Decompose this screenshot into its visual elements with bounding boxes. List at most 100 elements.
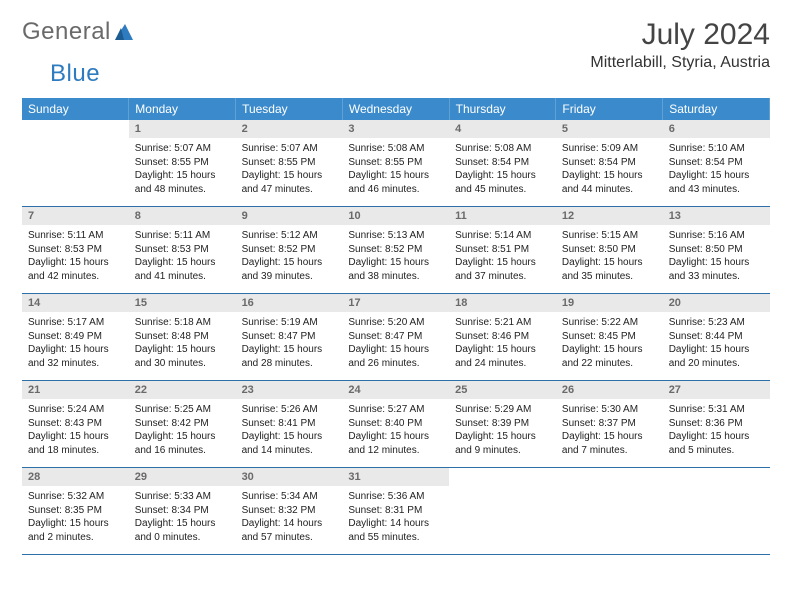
sunrise-text: Sunrise: 5:12 AM	[242, 229, 337, 243]
daylight-text: Daylight: 15 hours and 38 minutes.	[348, 256, 443, 283]
sunset-text: Sunset: 8:41 PM	[242, 417, 337, 431]
day-body: Sunrise: 5:27 AMSunset: 8:40 PMDaylight:…	[342, 399, 449, 467]
sunset-text: Sunset: 8:34 PM	[135, 504, 230, 518]
day-body: Sunrise: 5:32 AMSunset: 8:35 PMDaylight:…	[22, 486, 129, 554]
weekday-header: Friday	[556, 98, 663, 120]
day-number: 3	[342, 120, 449, 138]
day-body: Sunrise: 5:22 AMSunset: 8:45 PMDaylight:…	[556, 312, 663, 380]
sunrise-text: Sunrise: 5:07 AM	[135, 142, 230, 156]
day-cell: 2Sunrise: 5:07 AMSunset: 8:55 PMDaylight…	[236, 120, 343, 207]
day-body: Sunrise: 5:07 AMSunset: 8:55 PMDaylight:…	[129, 138, 236, 206]
daylight-text: Daylight: 15 hours and 9 minutes.	[455, 430, 550, 457]
day-number: 12	[556, 207, 663, 225]
day-cell: 15Sunrise: 5:18 AMSunset: 8:48 PMDayligh…	[129, 294, 236, 381]
daylight-text: Daylight: 15 hours and 26 minutes.	[348, 343, 443, 370]
sunrise-text: Sunrise: 5:09 AM	[562, 142, 657, 156]
sunset-text: Sunset: 8:36 PM	[669, 417, 764, 431]
day-number: 28	[22, 468, 129, 486]
sunrise-text: Sunrise: 5:22 AM	[562, 316, 657, 330]
daylight-text: Daylight: 15 hours and 41 minutes.	[135, 256, 230, 283]
day-cell: 26Sunrise: 5:30 AMSunset: 8:37 PMDayligh…	[556, 381, 663, 468]
day-number: 1	[129, 120, 236, 138]
day-cell: 25Sunrise: 5:29 AMSunset: 8:39 PMDayligh…	[449, 381, 556, 468]
sunset-text: Sunset: 8:54 PM	[562, 156, 657, 170]
daylight-text: Daylight: 15 hours and 44 minutes.	[562, 169, 657, 196]
day-body: Sunrise: 5:10 AMSunset: 8:54 PMDaylight:…	[663, 138, 770, 206]
sunrise-text: Sunrise: 5:13 AM	[348, 229, 443, 243]
weekday-header: Sunday	[22, 98, 129, 120]
day-body: Sunrise: 5:29 AMSunset: 8:39 PMDaylight:…	[449, 399, 556, 467]
daylight-text: Daylight: 15 hours and 47 minutes.	[242, 169, 337, 196]
day-body: Sunrise: 5:16 AMSunset: 8:50 PMDaylight:…	[663, 225, 770, 293]
sunrise-text: Sunrise: 5:32 AM	[28, 490, 123, 504]
sunrise-text: Sunrise: 5:26 AM	[242, 403, 337, 417]
sunrise-text: Sunrise: 5:19 AM	[242, 316, 337, 330]
location-label: Mitterlabill, Styria, Austria	[590, 54, 770, 72]
sunset-text: Sunset: 8:32 PM	[242, 504, 337, 518]
daylight-text: Daylight: 15 hours and 7 minutes.	[562, 430, 657, 457]
day-body: Sunrise: 5:12 AMSunset: 8:52 PMDaylight:…	[236, 225, 343, 293]
day-cell: 20Sunrise: 5:23 AMSunset: 8:44 PMDayligh…	[663, 294, 770, 381]
day-number: 20	[663, 294, 770, 312]
sunset-text: Sunset: 8:54 PM	[455, 156, 550, 170]
daylight-text: Daylight: 15 hours and 16 minutes.	[135, 430, 230, 457]
day-number: 13	[663, 207, 770, 225]
sunset-text: Sunset: 8:52 PM	[242, 243, 337, 257]
weekday-header-row: SundayMondayTuesdayWednesdayThursdayFrid…	[22, 98, 770, 120]
sunset-text: Sunset: 8:46 PM	[455, 330, 550, 344]
sunrise-text: Sunrise: 5:11 AM	[135, 229, 230, 243]
sunset-text: Sunset: 8:37 PM	[562, 417, 657, 431]
sunset-text: Sunset: 8:49 PM	[28, 330, 123, 344]
day-cell: 4Sunrise: 5:08 AMSunset: 8:54 PMDaylight…	[449, 120, 556, 207]
day-body: Sunrise: 5:17 AMSunset: 8:49 PMDaylight:…	[22, 312, 129, 380]
day-cell: 6Sunrise: 5:10 AMSunset: 8:54 PMDaylight…	[663, 120, 770, 207]
day-number: 15	[129, 294, 236, 312]
day-body: Sunrise: 5:34 AMSunset: 8:32 PMDaylight:…	[236, 486, 343, 554]
week-row: .1Sunrise: 5:07 AMSunset: 8:55 PMDayligh…	[22, 120, 770, 207]
daylight-text: Daylight: 15 hours and 14 minutes.	[242, 430, 337, 457]
sunset-text: Sunset: 8:40 PM	[348, 417, 443, 431]
day-number: 23	[236, 381, 343, 399]
week-row: 21Sunrise: 5:24 AMSunset: 8:43 PMDayligh…	[22, 381, 770, 468]
day-number: 17	[342, 294, 449, 312]
sunset-text: Sunset: 8:53 PM	[28, 243, 123, 257]
sunrise-text: Sunrise: 5:21 AM	[455, 316, 550, 330]
sunset-text: Sunset: 8:55 PM	[348, 156, 443, 170]
sunset-text: Sunset: 8:50 PM	[669, 243, 764, 257]
sunrise-text: Sunrise: 5:31 AM	[669, 403, 764, 417]
sunset-text: Sunset: 8:55 PM	[135, 156, 230, 170]
title-block: July 2024 Mitterlabill, Styria, Austria	[590, 18, 770, 72]
day-cell: .	[663, 468, 770, 555]
day-number: 29	[129, 468, 236, 486]
sunset-text: Sunset: 8:50 PM	[562, 243, 657, 257]
day-number: 25	[449, 381, 556, 399]
sunrise-text: Sunrise: 5:07 AM	[242, 142, 337, 156]
day-number: 18	[449, 294, 556, 312]
day-body: Sunrise: 5:26 AMSunset: 8:41 PMDaylight:…	[236, 399, 343, 467]
day-number: 24	[342, 381, 449, 399]
weekday-header: Saturday	[663, 98, 770, 120]
sunset-text: Sunset: 8:31 PM	[348, 504, 443, 518]
sunset-text: Sunset: 8:54 PM	[669, 156, 764, 170]
logo-sail-icon	[113, 22, 135, 42]
day-cell: 23Sunrise: 5:26 AMSunset: 8:41 PMDayligh…	[236, 381, 343, 468]
day-number: 27	[663, 381, 770, 399]
sunset-text: Sunset: 8:55 PM	[242, 156, 337, 170]
daylight-text: Daylight: 15 hours and 24 minutes.	[455, 343, 550, 370]
day-body: Sunrise: 5:33 AMSunset: 8:34 PMDaylight:…	[129, 486, 236, 554]
day-cell: 3Sunrise: 5:08 AMSunset: 8:55 PMDaylight…	[342, 120, 449, 207]
day-number: 8	[129, 207, 236, 225]
sunrise-text: Sunrise: 5:34 AM	[242, 490, 337, 504]
day-cell: 27Sunrise: 5:31 AMSunset: 8:36 PMDayligh…	[663, 381, 770, 468]
daylight-text: Daylight: 15 hours and 18 minutes.	[28, 430, 123, 457]
daylight-text: Daylight: 15 hours and 43 minutes.	[669, 169, 764, 196]
logo-text-1: General	[22, 18, 111, 46]
day-number: 30	[236, 468, 343, 486]
day-cell: .	[449, 468, 556, 555]
day-cell: 18 Sunrise: 5:21 AMSunset: 8:46 PMDayligh…	[449, 294, 556, 381]
sunrise-text: Sunrise: 5:24 AM	[28, 403, 123, 417]
day-body: Sunrise: 5:18 AMSunset: 8:48 PMDaylight:…	[129, 312, 236, 380]
sunrise-text: Sunrise: 5:29 AM	[455, 403, 550, 417]
daylight-text: Daylight: 15 hours and 30 minutes.	[135, 343, 230, 370]
weekday-header: Tuesday	[236, 98, 343, 120]
